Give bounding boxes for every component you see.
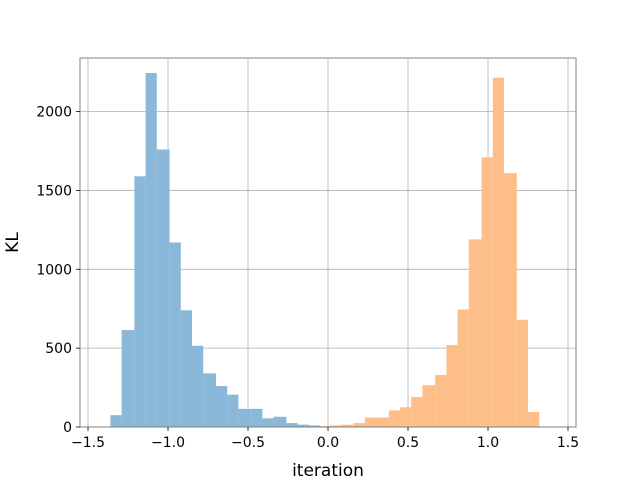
histogram-bar (435, 374, 447, 427)
histogram-bar (297, 424, 309, 427)
histogram-bar (192, 345, 204, 427)
y-tick-label: 0 (63, 420, 72, 436)
histogram-bar (156, 149, 170, 427)
histogram-bar (308, 425, 320, 427)
histogram-bar (422, 385, 436, 427)
histogram-bar (457, 309, 469, 427)
histogram-bar (262, 418, 274, 427)
x-tick-label: −0.5 (231, 435, 265, 451)
histogram-bar (238, 408, 252, 427)
histogram-bar (203, 373, 216, 427)
x-tick-label: 0.5 (397, 435, 419, 451)
y-tick-label: 2000 (36, 105, 72, 121)
histogram-bar (492, 77, 504, 427)
histogram-bar (504, 173, 517, 427)
histogram-bar (227, 394, 239, 427)
histogram-bar (180, 310, 192, 427)
histogram-bar (528, 412, 540, 427)
histogram-bar (516, 319, 528, 427)
y-tick-label: 1000 (36, 262, 72, 278)
x-tick-label: 1.5 (557, 435, 579, 451)
histogram-bar (110, 415, 122, 427)
y-tick-label: 500 (45, 341, 72, 357)
histogram-bar (121, 330, 135, 427)
histogram-bar (134, 176, 146, 427)
y-tick-label: 1500 (36, 183, 72, 199)
histogram-bar (364, 417, 376, 427)
histogram-bar (169, 242, 181, 427)
histogram-bar (286, 423, 298, 427)
x-axis-label: iteration (292, 461, 364, 480)
histogram-bar (216, 386, 228, 427)
histogram-bar (145, 72, 157, 427)
histogram-bar (353, 423, 365, 427)
x-tick-label: 1.0 (477, 435, 499, 451)
histogram-bars (110, 72, 540, 427)
axis-ticks: −1.5 −1.0 −0.5 0.0 0.5 1.0 1.5 0 500 1000 1500 2000 (36, 105, 579, 451)
x-tick-label: 0.0 (317, 435, 339, 451)
x-tick-label: −1.0 (151, 435, 185, 451)
histogram-bar (481, 157, 493, 427)
histogram-bar (340, 424, 354, 427)
histogram-bar (273, 416, 287, 427)
histogram-bar (251, 408, 263, 427)
histogram-bar (329, 425, 341, 427)
histogram-bar (376, 417, 389, 427)
x-tick-label: −1.5 (71, 435, 105, 451)
histogram-bar (446, 345, 458, 427)
histogram-bar (388, 410, 400, 427)
histogram-bar (411, 397, 423, 427)
histogram-bar (468, 239, 482, 427)
histogram-bar (400, 407, 412, 427)
y-axis-label: KL (3, 232, 23, 253)
